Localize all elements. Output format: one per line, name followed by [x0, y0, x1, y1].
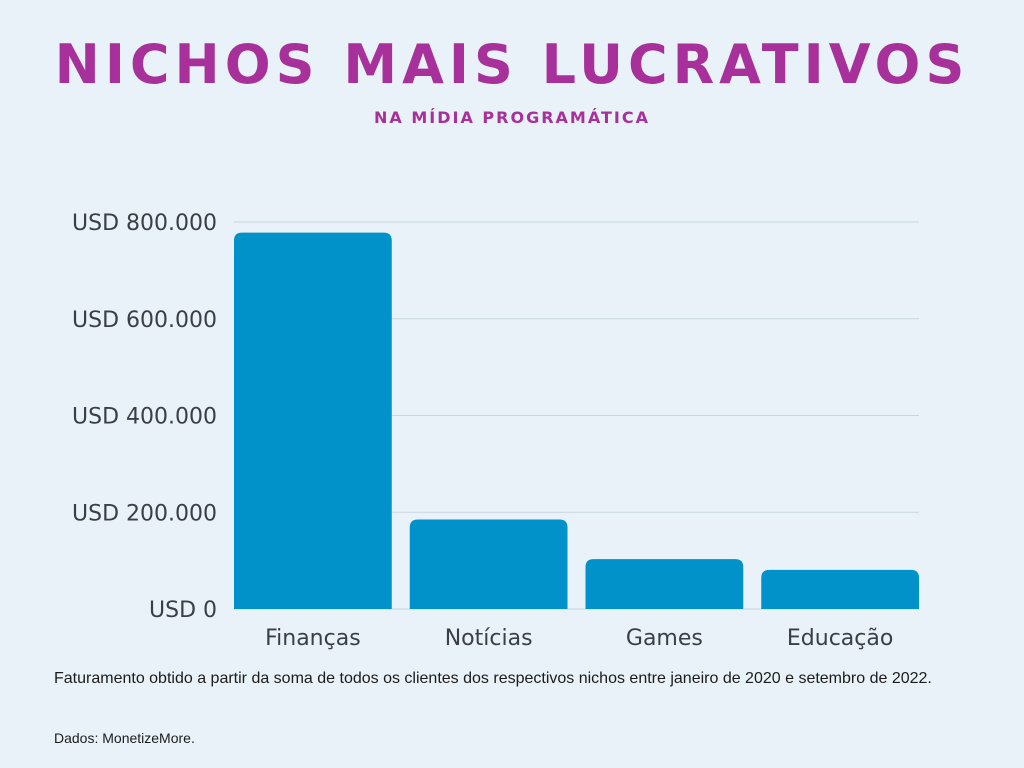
y-tick-label: USD 0: [149, 598, 217, 623]
footnote: Faturamento obtido a partir da soma de t…: [54, 670, 932, 687]
bar-notícias: [409, 519, 568, 609]
x-category-label: Educação: [787, 626, 893, 651]
y-tick-label: USD 600.000: [72, 308, 217, 333]
bar-finanças: [234, 232, 392, 609]
x-category-label: Notícias: [445, 626, 533, 651]
x-category-label: Games: [626, 626, 703, 651]
bar-games: [585, 559, 744, 609]
y-tick-label: USD 400.000: [72, 405, 217, 430]
y-tick-label: USD 200.000: [72, 501, 217, 526]
x-axis-categories: Finanças Notícias Games Educação: [265, 626, 893, 651]
y-axis-ticks: USD 0 USD 200.000 USD 400.000 USD 600.000 US…: [72, 211, 217, 623]
bars: [234, 232, 919, 609]
y-tick-label: USD 800.000: [72, 211, 217, 236]
chart-title: NICHOS MAIS LUCRATIVOS: [54, 33, 970, 96]
chart-subtitle: NA MÍDIA PROGRAMÁTICA: [374, 108, 650, 127]
bar-educação: [761, 569, 919, 609]
x-category-label: Finanças: [265, 626, 361, 651]
data-source: Dados: MonetizeMore.: [54, 730, 195, 746]
